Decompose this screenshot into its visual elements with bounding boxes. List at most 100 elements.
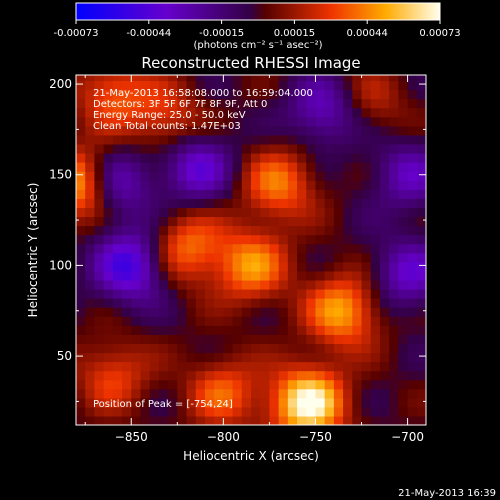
heatmap-cell [186,143,197,154]
heatmap-cell [407,252,418,263]
heatmap-cell [149,343,160,354]
heatmap-cell [94,107,105,118]
heatmap-cell [103,125,114,136]
heatmap-cell [416,107,426,118]
heatmap-cell [186,107,197,118]
heatmap-cell [76,361,86,372]
heatmap-cell [251,89,261,100]
heatmap-cell [149,171,160,181]
heatmap-cell [168,98,178,109]
heatmap-cell [223,125,234,136]
heatmap-cell [195,397,206,408]
heatmap-cell [352,406,363,417]
heatmap-cell [315,225,326,236]
heatmap-cell [76,370,86,381]
heatmap-cell [131,243,142,254]
heatmap-cell [269,352,280,363]
heatmap-cell [306,343,317,354]
heatmap-cell [122,189,132,199]
heatmap-cell [278,98,289,109]
heatmap-cell [232,343,243,354]
heatmap-cell [278,243,289,254]
heatmap-cell [140,198,151,208]
heatmap-cell [389,107,399,118]
heatmap-cell [232,261,243,272]
heatmap-cell [379,152,390,163]
heatmap-cell [324,243,335,254]
heatmap-cell [407,162,418,172]
heatmap-cell [416,307,426,317]
footer-timestamp: 21-May-2013 16:39 [398,488,496,499]
heatmap-cell [315,325,326,335]
heatmap-cell [343,397,353,408]
heatmap-cell [103,134,114,145]
heatmap-cell [85,406,96,417]
heatmap-cell [85,207,96,218]
heatmap-cell [343,334,353,344]
heatmap-cell [85,352,96,363]
heatmap-cell [324,343,335,354]
heatmap-cell [352,143,363,154]
heatmap-cell [195,370,206,381]
heatmap-cell [278,189,289,199]
heatmap-cell [352,180,363,190]
heatmap-cell [407,415,418,425]
heatmap-cell [333,125,344,136]
heatmap-cell [287,298,298,308]
heatmap-cell [131,406,142,417]
heatmap-cell [297,171,307,181]
heatmap-cell [177,252,188,263]
heatmap-cell [416,89,426,100]
heatmap-cell [149,406,160,417]
heatmap-cell [158,98,169,109]
heatmap-cell [140,298,151,308]
heatmap-cell [306,397,317,408]
heatmap-cell [168,134,178,145]
heatmap-cell [269,134,280,145]
heatmap-cell [269,288,280,299]
heatmap-cell [241,207,252,218]
heatmap-cell [297,152,307,163]
heatmap-cell [398,75,409,82]
heatmap-cell [241,406,252,417]
heatmap-cell [223,279,234,290]
heatmap-cell [195,406,206,417]
heatmap-cell [278,171,289,181]
heatmap-cell [324,107,335,118]
heatmap-cell [131,180,142,190]
heatmap-cell [416,80,426,91]
heatmap-cell [269,189,280,199]
heatmap-cell [76,397,86,408]
heatmap-cell [85,279,96,290]
heatmap-cell [251,171,261,181]
heatmap-cell [103,107,114,118]
heatmap-cell [85,171,96,181]
heatmap-cell [324,180,335,190]
heatmap-cell [149,279,160,290]
heatmap-cell [416,171,426,181]
heatmap-cell [103,189,114,199]
heatmap-cell [306,379,317,390]
heatmap-cell [306,116,317,127]
heatmap-cell [140,415,151,425]
heatmap-cell [241,189,252,199]
heatmap-cell [370,162,381,172]
heatmap-cell [269,116,280,127]
heatmap-cell [214,406,224,417]
heatmap-cell [177,316,188,326]
heatmap-cell [398,415,409,425]
heatmap-cell [214,243,224,254]
heatmap-cell [324,134,335,145]
heatmap-cell [333,89,344,100]
heatmap-cell [251,279,261,290]
heatmap-cell [416,388,426,399]
heatmap-cell [361,107,372,118]
heatmap-cell [94,361,105,372]
heatmap-cell [260,225,271,236]
heatmap-cell [158,152,169,163]
heatmap-cell [140,98,151,109]
heatmap-cell [76,207,86,218]
heatmap-cell [131,216,142,227]
heatmap-cell [343,225,353,236]
heatmap-cell [149,152,160,163]
